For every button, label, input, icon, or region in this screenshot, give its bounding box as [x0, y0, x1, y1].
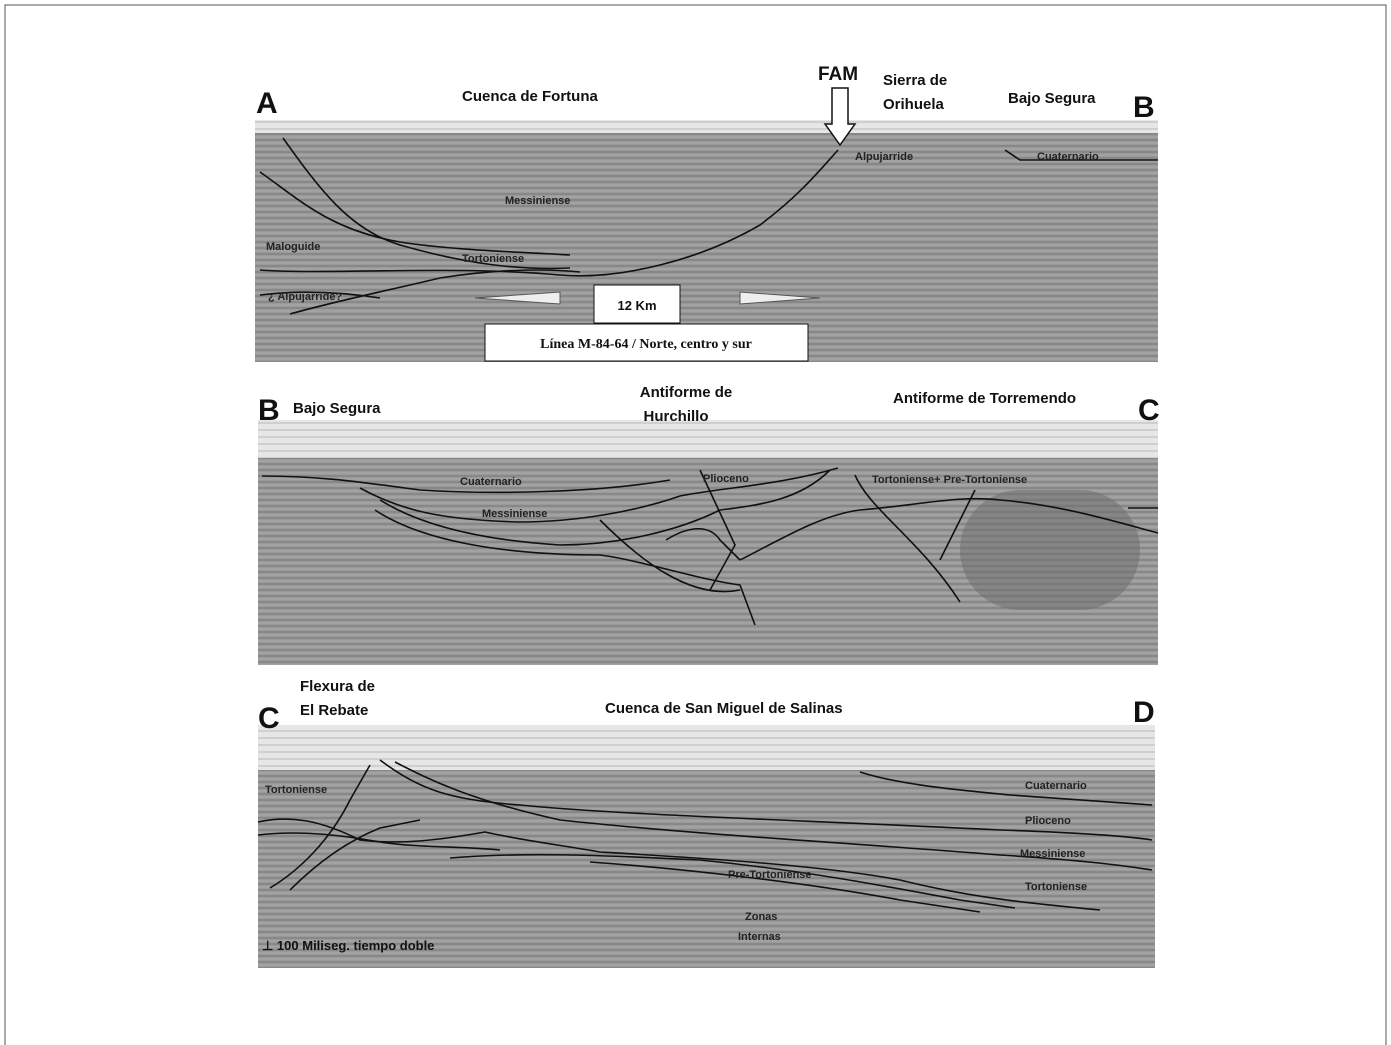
- unit-label: Zonas: [745, 911, 777, 923]
- unit-label: Cuaternario: [460, 476, 522, 488]
- place-label: Sierra de: [883, 72, 947, 89]
- place-label: Antiforme de Torremendo: [893, 390, 1076, 407]
- scale-label: 12 Km: [617, 298, 656, 313]
- unit-label: Pre-Tortoniense: [728, 869, 812, 881]
- section-letter: C: [258, 702, 280, 735]
- place-label: Hurchillo: [643, 408, 708, 425]
- place-label: Cuenca de San Miguel de Salinas: [605, 700, 843, 717]
- section-letter: D: [1133, 696, 1155, 729]
- place-label: Bajo Segura: [293, 400, 381, 417]
- dark-zone: [960, 490, 1140, 610]
- unit-label: Messiniense: [505, 195, 570, 207]
- unit-label: Internas: [738, 931, 781, 943]
- panel-bc: B C Bajo Segura Antiforme de Hurchillo A…: [258, 384, 1160, 665]
- place-label: Bajo Segura: [1008, 90, 1096, 107]
- place-label: Flexura de: [300, 678, 375, 695]
- section-letter: B: [258, 394, 280, 427]
- unit-label: Cuaternario: [1037, 151, 1099, 163]
- place-label: Antiforme de: [640, 384, 733, 401]
- unit-label: Messiniense: [482, 508, 547, 520]
- section-letter: C: [1138, 394, 1160, 427]
- unit-label: Plioceno: [703, 473, 749, 485]
- unit-label: ¿ Alpujarride?: [268, 291, 342, 303]
- unit-label: Cuaternario: [1025, 780, 1087, 792]
- unit-label: Tortoniense: [1025, 881, 1087, 893]
- panel-cd: C D Flexura de El Rebate Cuenca de San M…: [258, 678, 1155, 968]
- unit-label: Maloguide: [266, 241, 320, 253]
- figure: A B Cuenca de Fortuna FAM Sierra de Orih…: [0, 0, 1391, 1045]
- unit-label: Messiniense: [1020, 848, 1085, 860]
- unit-label: Tortoniense: [265, 784, 327, 796]
- section-letter: B: [1133, 91, 1155, 124]
- place-label: Cuenca de Fortuna: [462, 88, 599, 105]
- unit-label: Tortoniense: [462, 253, 524, 265]
- unit-label: Tortoniense+ Pre-Tortoniense: [872, 474, 1027, 486]
- fault-label: FAM: [818, 64, 858, 85]
- panel-ab: A B Cuenca de Fortuna FAM Sierra de Orih…: [255, 64, 1158, 362]
- place-label: Orihuela: [883, 96, 945, 113]
- section-letter: A: [256, 87, 278, 120]
- line-label: Línea M-84-64 / Norte, centro y sur: [540, 337, 752, 352]
- place-label: El Rebate: [300, 702, 368, 719]
- time-scale: ⊥ 100 Miliseg. tiempo doble: [262, 938, 434, 953]
- unit-label: Plioceno: [1025, 815, 1071, 827]
- unit-label: Alpujarride: [855, 151, 913, 163]
